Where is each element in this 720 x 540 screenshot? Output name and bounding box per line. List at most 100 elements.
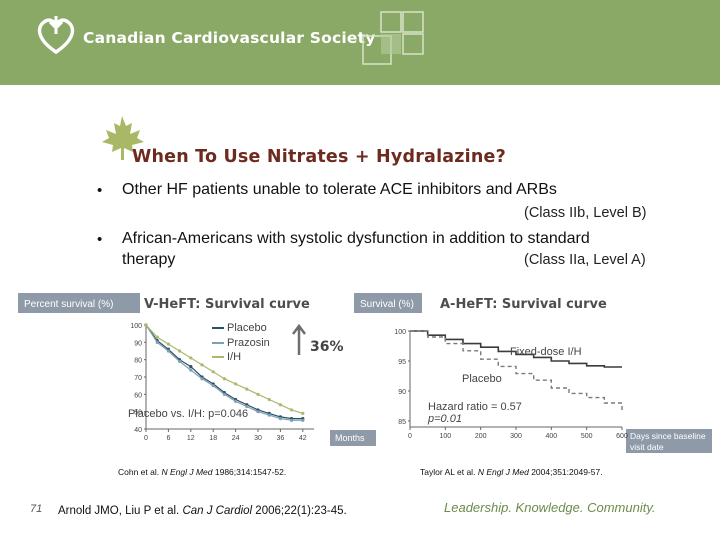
vheft-point-prazosin xyxy=(222,392,226,396)
header-band: Canadian Cardiovascular Society xyxy=(0,0,720,85)
vheft-point-prazosin xyxy=(178,359,182,363)
vheft-series-prazosin xyxy=(145,324,303,421)
vheft-point-i-h xyxy=(155,335,159,339)
vheft-point-i-h xyxy=(189,356,193,360)
vheft-y-tick-label: 90 xyxy=(134,340,142,347)
vheft-y-tick-label: 100 xyxy=(130,323,142,330)
aheft-x-tick-label: 200 xyxy=(475,433,487,440)
vheft-point-prazosin xyxy=(267,413,271,417)
aheft-y-header: Survival (%) xyxy=(360,299,414,310)
vheft-y-tick-label: 40 xyxy=(134,427,142,434)
vheft-point-i-h xyxy=(200,363,204,367)
vheft-point-i-h xyxy=(256,392,260,396)
vheft-point-i-h xyxy=(222,377,226,381)
vheft-improvement-pct: 36% xyxy=(310,339,344,355)
vheft-point-prazosin xyxy=(200,377,204,381)
vheft-y-tick-label: 80 xyxy=(134,358,142,365)
vheft-point-prazosin xyxy=(278,417,282,421)
vheft-legend-placebo: Placebo xyxy=(227,322,267,334)
vheft-point-prazosin xyxy=(234,399,238,403)
aheft-label-fixed-dose: Fixed-dose I/H xyxy=(510,346,582,358)
vheft-y-tick-label: 70 xyxy=(134,375,142,382)
vheft-header-box xyxy=(18,293,140,313)
aheft-x-label: Days since baseline visit date xyxy=(630,431,708,452)
aheft-series-placebo xyxy=(410,330,623,411)
vheft-point-i-h xyxy=(144,323,148,327)
aheft-title: A-HeFT: Survival curve xyxy=(440,297,607,312)
vheft-point-prazosin xyxy=(155,340,159,344)
tagline: Leadership. Knowledge. Community. xyxy=(444,500,656,515)
vheft-x-tick-label: 30 xyxy=(254,435,262,442)
aheft-reference: Taylor AL et al. N Engl J Med 2004;351:2… xyxy=(420,467,603,477)
vheft-point-prazosin xyxy=(245,404,249,409)
aheft-x-tick-label: 500 xyxy=(581,433,593,440)
vheft-point-i-h xyxy=(211,370,215,374)
vheft-pvalue: Placebo vs. I/H: p=0.046 xyxy=(128,408,248,420)
vheft-series-i-h xyxy=(145,324,303,414)
aheft-survival-chart: Survival (%) A-HeFT: Survival curve Days… xyxy=(354,293,714,453)
vheft-point-prazosin xyxy=(256,410,260,414)
aheft-header-box xyxy=(354,293,422,313)
aheft-y-tick-label: 85 xyxy=(398,419,406,426)
aheft-x-tick-label: 0 xyxy=(408,433,412,440)
vheft-title: V-HeFT: Survival curve xyxy=(144,297,310,312)
vheft-point-i-h xyxy=(166,342,170,346)
class-level-note: (Class IIa, Level A) xyxy=(524,252,646,268)
vheft-point-i-h xyxy=(278,403,282,407)
class-level-note: (Class IIb, Level B) xyxy=(524,205,647,221)
aheft-y-tick-label: 95 xyxy=(398,359,406,366)
vheft-point-i-h xyxy=(245,387,249,391)
vheft-y-tick-label: 50 xyxy=(134,410,142,417)
vheft-point-prazosin xyxy=(166,349,170,353)
vheft-x-tick-label: 24 xyxy=(232,435,240,442)
vheft-x-tick-label: 12 xyxy=(187,435,195,442)
aheft-chart-svg: Survival (%) A-HeFT: Survival curve Days… xyxy=(354,293,712,453)
vheft-x-header-box xyxy=(330,430,376,446)
vheft-survival-chart: Percent survival (%) V-HeFT: Survival cu… xyxy=(18,293,378,453)
bullet-text: Other HF patients unable to tolerate ACE… xyxy=(122,181,557,198)
bullet-text: African-Americans with systolic dysfunct… xyxy=(122,230,590,247)
vheft-point-i-h xyxy=(290,408,294,412)
vheft-x-tick-label: 18 xyxy=(209,435,217,442)
org-name: Canadian Cardiovascular Society xyxy=(83,29,376,47)
aheft-y-tick-label: 90 xyxy=(398,389,406,396)
aheft-x-tick-label: 300 xyxy=(510,433,522,440)
heart-leaf-logo-icon xyxy=(37,16,75,55)
vheft-point-i-h xyxy=(178,349,182,353)
vheft-point-i-h xyxy=(234,382,238,386)
vheft-x-label: Months xyxy=(335,433,365,443)
aheft-hazard-ratio: Hazard ratio = 0.57 xyxy=(428,401,522,413)
vheft-point-prazosin xyxy=(211,384,215,388)
vheft-x-tick-label: 0 xyxy=(144,435,148,442)
vheft-x-tick-label: 36 xyxy=(277,435,285,442)
vheft-point-prazosin xyxy=(189,368,193,372)
up-arrow-icon xyxy=(292,323,306,355)
decorative-squares-icon xyxy=(362,11,424,65)
bullet-marker: • xyxy=(97,231,103,248)
vheft-point-i-h xyxy=(301,411,305,415)
aheft-x-tick-label: 600 xyxy=(616,433,628,440)
vheft-y-header: Percent survival (%) xyxy=(24,299,113,310)
vheft-point-prazosin xyxy=(301,418,305,422)
aheft-pvalue: p=0.01 xyxy=(427,413,462,425)
aheft-x-header-box xyxy=(626,429,712,453)
vheft-legend-ih: I/H xyxy=(227,351,241,363)
vheft-point-prazosin xyxy=(290,418,294,422)
bullet-marker: • xyxy=(97,182,103,199)
page-number: 71 xyxy=(30,503,43,515)
aheft-label-placebo: Placebo xyxy=(462,373,502,385)
slide-title: When To Use Nitrates + Hydralazine? xyxy=(132,147,506,167)
vheft-legend-prazosin: Prazosin xyxy=(227,337,270,349)
vheft-chart-svg: Percent survival (%) V-HeFT: Survival cu… xyxy=(18,293,376,446)
vheft-point-i-h xyxy=(267,397,271,402)
vheft-point-placebo xyxy=(189,365,193,369)
aheft-y-tick-label: 100 xyxy=(394,329,406,336)
vheft-reference: Cohn et al. N Engl J Med 1986;314:1547-5… xyxy=(118,467,287,477)
footer-reference: Arnold JMO, Liu P et al. Can J Cardiol 2… xyxy=(58,505,347,517)
vheft-x-tick-label: 6 xyxy=(166,435,170,442)
vheft-x-tick-label: 42 xyxy=(299,435,307,442)
bullet-text-continued: therapy xyxy=(122,251,176,268)
aheft-x-tick-label: 400 xyxy=(545,433,557,440)
aheft-x-tick-label: 100 xyxy=(439,433,451,440)
vheft-y-tick-label: 60 xyxy=(134,392,142,399)
